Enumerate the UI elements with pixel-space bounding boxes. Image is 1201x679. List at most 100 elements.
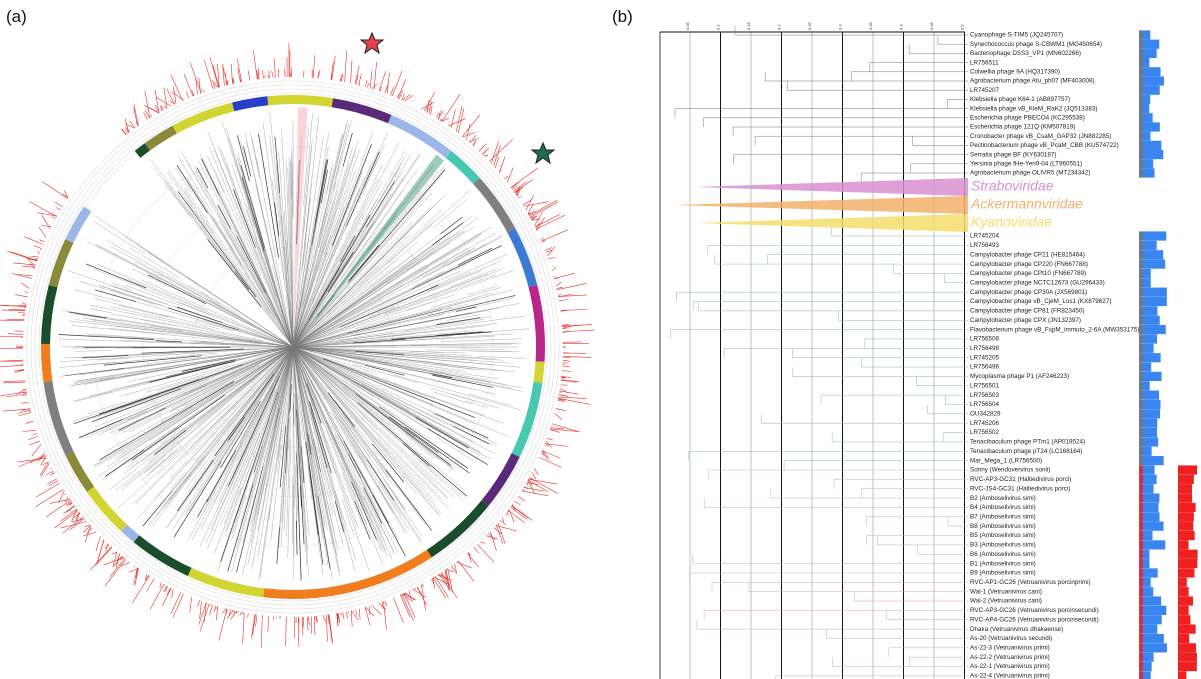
branch	[324, 531, 332, 579]
bar	[463, 132, 476, 137]
heat-cell	[1139, 596, 1143, 605]
heat-cell	[1143, 168, 1155, 177]
bar	[56, 208, 60, 210]
leaf-label: Campylobacter phage CPt10 (FN667789)	[970, 270, 1086, 277]
leaf-label: Wal-2 (Vetruanivirus cani)	[970, 598, 1042, 605]
branch	[330, 376, 367, 405]
bar	[495, 157, 499, 168]
bar	[500, 520, 506, 525]
branch	[136, 452, 188, 504]
heat-cell	[1143, 113, 1153, 122]
branch	[179, 202, 293, 347]
bar	[535, 214, 561, 227]
leaf-label: Cyanophage S-TIM5 (JQ245707)	[970, 32, 1063, 39]
branch	[433, 380, 463, 387]
heat-cell	[1143, 325, 1166, 334]
heat-cell	[1178, 503, 1196, 512]
branch	[296, 521, 297, 555]
heat-cell	[1139, 662, 1143, 671]
heat-cell	[1143, 95, 1150, 104]
leaf-label: Synechococcus phage S-CBWM1 (MG450654)	[970, 41, 1102, 48]
bar	[518, 197, 522, 198]
bar	[126, 132, 127, 133]
branch	[293, 347, 380, 478]
heat-cell	[1139, 381, 1143, 390]
bar	[552, 267, 556, 271]
leaf-label: Campylobacter phage CPX (JN132397)	[970, 317, 1081, 324]
branch	[364, 159, 377, 188]
bar	[359, 74, 362, 86]
bar	[15, 331, 24, 332]
heat-cell	[1143, 362, 1151, 371]
branch	[171, 363, 262, 409]
branch	[389, 417, 438, 453]
bar	[155, 90, 159, 113]
bar	[343, 612, 344, 619]
leaf-label: LR756501	[970, 382, 1000, 389]
annotation-ring	[263, 588, 306, 599]
branch	[69, 312, 107, 318]
heat-cell	[1143, 465, 1155, 474]
bar	[462, 115, 480, 137]
heat-cell	[1139, 400, 1143, 409]
branch	[124, 437, 184, 487]
bar	[308, 617, 310, 626]
bar	[556, 408, 566, 410]
annotation-ring	[306, 587, 330, 598]
branch	[122, 347, 293, 358]
bar	[169, 101, 174, 104]
bar	[340, 613, 342, 616]
branch	[252, 138, 259, 171]
heat-cell	[1143, 512, 1160, 521]
leaf-label: Dhaka (Vetruanivirus dhakaense)	[970, 626, 1063, 633]
heat-cell	[1178, 615, 1190, 624]
bar	[171, 75, 183, 101]
branch	[218, 514, 237, 572]
branch	[342, 473, 362, 524]
branch	[355, 314, 406, 329]
bar	[68, 502, 72, 505]
heat-cell	[1139, 493, 1143, 502]
leaf-label: Tenacibaculum phage PTm1 (AP019524)	[970, 439, 1085, 446]
bar	[121, 129, 126, 135]
bar	[458, 561, 474, 582]
branch	[141, 319, 177, 325]
branch	[305, 165, 307, 187]
branch	[64, 353, 173, 358]
clade-label: Straboviridae	[971, 178, 1054, 194]
branch	[225, 401, 265, 476]
branch	[293, 200, 351, 347]
bar	[421, 585, 425, 611]
heat-cell	[1143, 428, 1157, 437]
scale-label: 0.45	[929, 21, 934, 30]
leaf-label: Mycoplasma phage P1 (AF246223)	[970, 373, 1069, 380]
bar	[83, 532, 96, 536]
bar	[551, 428, 565, 429]
branch	[334, 353, 498, 378]
bar	[545, 445, 549, 447]
heat-cell	[1178, 578, 1187, 587]
bar	[323, 615, 326, 622]
branch	[403, 474, 440, 516]
star	[361, 33, 383, 53]
bar	[173, 87, 175, 104]
branch	[271, 475, 278, 541]
leaf-label: OU342829	[970, 411, 1001, 418]
bar	[507, 168, 513, 183]
branch	[185, 188, 271, 314]
branch	[469, 316, 525, 324]
bar	[15, 295, 28, 297]
heat-cell	[1143, 419, 1157, 428]
annotation-ring	[87, 487, 127, 531]
branch	[241, 165, 257, 220]
heat-cell	[1143, 493, 1159, 502]
branch	[449, 298, 512, 312]
branch	[456, 307, 476, 311]
bar	[513, 190, 515, 192]
branch	[441, 339, 521, 342]
heat-cell	[1143, 475, 1157, 484]
branch	[152, 160, 200, 223]
bar	[547, 438, 553, 440]
bar	[35, 258, 37, 259]
heat-cell	[1143, 522, 1164, 531]
